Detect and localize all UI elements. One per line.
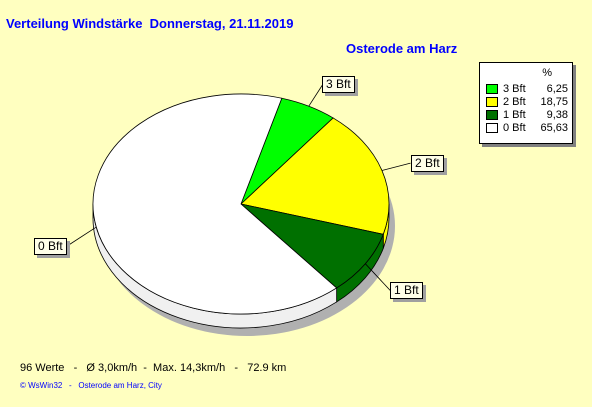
slice-label-leader xyxy=(381,162,411,171)
slice-label: 1 Bft xyxy=(390,282,423,299)
legend-value: 18,75 xyxy=(540,96,568,108)
legend-swatch xyxy=(486,110,498,120)
legend-item: 1 Bft 9,38 xyxy=(486,109,568,121)
footer-stats: 96 Werte - Ø 3,0km/h - Max. 14,3km/h - 7… xyxy=(20,362,287,374)
legend-value: 65,63 xyxy=(540,122,568,134)
slice-label-leader xyxy=(308,84,323,107)
slice-label-leader xyxy=(365,263,391,292)
legend-item: 0 Bft 65,63 xyxy=(486,122,568,134)
legend: % 3 Bft 6,25 2 Bft 18,75 1 Bft 9,38 0 Bft 65,63 xyxy=(479,62,573,144)
pie-slice-0-bft xyxy=(92,93,338,315)
legend-label: 2 Bft xyxy=(503,96,526,108)
footer-credit: © WsWin32 - Osterode am Harz, City xyxy=(20,381,162,390)
legend-header: % xyxy=(542,67,552,79)
slice-label-leader xyxy=(66,226,97,247)
legend-item: 3 Bft 6,25 xyxy=(486,83,568,95)
legend-swatch xyxy=(486,84,498,94)
legend-swatch xyxy=(486,97,498,107)
legend-item: 2 Bft 18,75 xyxy=(486,96,568,108)
legend-swatch xyxy=(486,123,498,133)
legend-value: 6,25 xyxy=(546,83,568,95)
slice-label: 0 Bft xyxy=(34,238,67,255)
chart-subtitle: Osterode am Harz xyxy=(346,41,458,56)
chart-title: Verteilung Windstärke Donnerstag, 21.11.… xyxy=(6,16,294,31)
slice-label: 2 Bft xyxy=(411,155,444,172)
slice-label: 3 Bft xyxy=(322,76,355,93)
legend-value: 9,38 xyxy=(546,109,568,121)
legend-label: 3 Bft xyxy=(503,83,526,95)
legend-label: 1 Bft xyxy=(503,109,526,121)
pie-slice-1-bft xyxy=(239,203,384,289)
legend-label: 0 Bft xyxy=(503,122,526,134)
